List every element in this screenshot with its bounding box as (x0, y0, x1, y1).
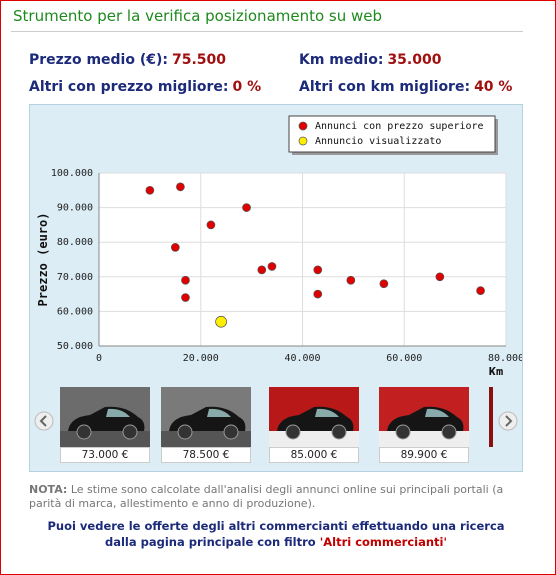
legend-swatch (298, 136, 308, 146)
data-point (346, 275, 356, 285)
footer-link[interactable]: 'Altri commercianti' (319, 535, 448, 549)
data-point (476, 286, 485, 295)
car-photo (161, 387, 251, 447)
data-point (313, 289, 323, 299)
stat: Prezzo medio (€): 75.500 (29, 52, 226, 68)
prev-arrow[interactable] (34, 411, 54, 431)
thumbnail[interactable]: 73.000 € (60, 387, 150, 463)
y-tick-label: 80.000 (57, 237, 93, 248)
x-tick-label: 20.000 (183, 353, 219, 364)
x-tick-label: 60.000 (386, 353, 422, 364)
data-point (267, 262, 277, 271)
data-point (257, 265, 267, 275)
car-photo (269, 387, 359, 447)
note-text: Le stime sono calcolate dall'analisi deg… (29, 483, 504, 510)
legend-swatch (298, 121, 308, 131)
thumbnail[interactable]: 78.500 € (161, 387, 251, 463)
legend-label: Annunci con prezzo superiore (315, 121, 484, 132)
data-point (181, 275, 190, 285)
title: Strumento per la verifica posizionamento… (13, 7, 383, 25)
data-point (181, 293, 190, 302)
footer-text: Puoi vedere le offerte degli altri comme… (47, 519, 505, 549)
y-tick-label: 90.000 (57, 203, 93, 214)
data-point (206, 220, 216, 230)
x-tick-label: 40.000 (284, 353, 320, 364)
data-point (435, 272, 445, 282)
stat-label: Prezzo medio (€): (29, 52, 168, 68)
legend-label: Annuncio visualizzato (315, 136, 441, 147)
chart-panel: 50.000 60.000 70.000 80.000 90.000 100.000 0 20… (29, 104, 523, 472)
data-point (176, 182, 185, 192)
thumbnail[interactable]: 89.900 € (379, 387, 469, 463)
stat-label: Km medio: (299, 52, 384, 68)
y-tick-label: 60.000 (57, 306, 93, 317)
y-axis-label: Prezzo (euro) (36, 213, 50, 307)
divider (11, 31, 523, 32)
price-caption: 78.500 € (161, 447, 251, 463)
price-caption: 89.900 € (379, 447, 469, 463)
stat-value: 75.500 (171, 52, 227, 68)
data-point (313, 265, 323, 275)
x-axis-label: Km (489, 365, 503, 375)
data-point (145, 185, 155, 195)
data-point (170, 243, 180, 252)
data-point (215, 315, 227, 328)
car-photo (60, 387, 150, 447)
next-arrow[interactable] (498, 411, 518, 431)
stat-label: Altri con km migliore: (299, 79, 471, 95)
note: NOTA: Le stime sono calcolate dall'anali… (29, 483, 523, 511)
x-tick-label: 80.000 (488, 353, 522, 364)
stat-value: 40 % (474, 79, 513, 95)
y-tick-label: 50.000 (57, 341, 93, 352)
car-photo (379, 387, 469, 447)
data-point (242, 203, 251, 212)
thumbnail-partial (489, 387, 493, 447)
stat-value: 0 % (232, 79, 262, 95)
data-point (379, 279, 389, 289)
stat-value: 35.000 (387, 52, 442, 68)
legend (288, 115, 496, 153)
stat: Km medio: 35.000 (299, 52, 441, 68)
note-label: NOTA: (29, 483, 68, 496)
price-caption: 85.000 € (269, 447, 359, 463)
y-tick-label: 70.000 (57, 272, 93, 283)
chart: 50.000 60.000 70.000 80.000 90.000 100.000 0 20… (36, 115, 522, 375)
thumbnail[interactable]: 85.000 € (269, 387, 359, 463)
price-caption: 73.000 € (60, 447, 150, 463)
x-tick-label: 0 (96, 353, 102, 364)
footer: Puoi vedere le offerte degli altri comme… (41, 518, 511, 550)
stat: Altri con km migliore: 40 % (299, 79, 512, 95)
stat-label: Altri con prezzo migliore: (29, 79, 229, 95)
y-tick-label: 100.000 (51, 168, 93, 179)
stat: Altri con prezzo migliore: 0 % (29, 79, 261, 95)
